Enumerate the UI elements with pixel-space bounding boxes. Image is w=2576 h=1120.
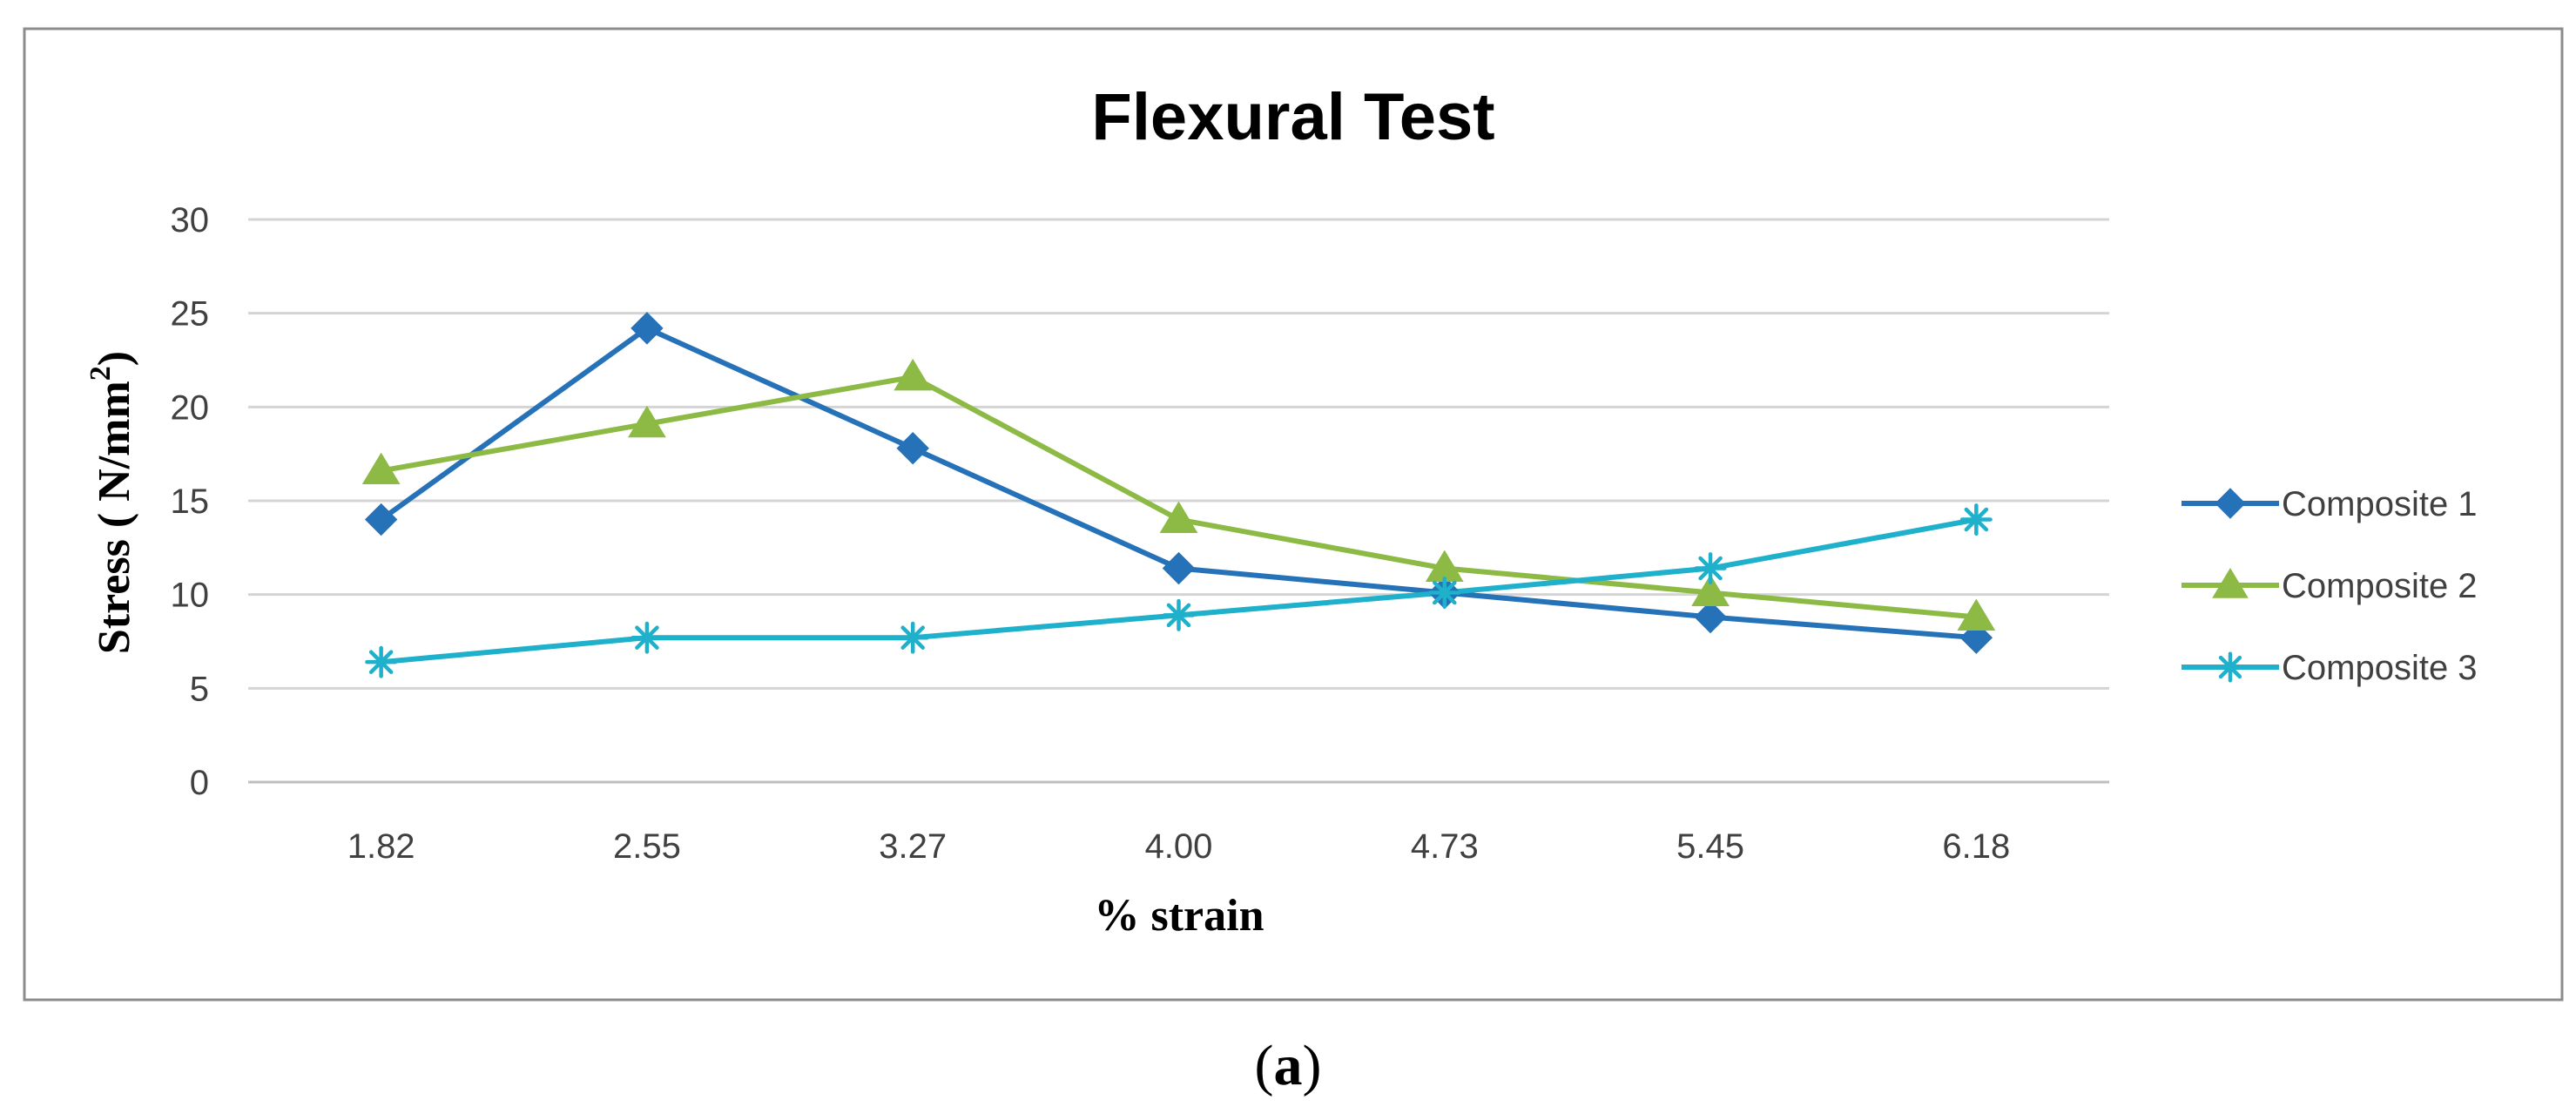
y-tick-label-5: 5 (190, 670, 209, 708)
x-tick-label-2.55: 2.55 (613, 827, 681, 866)
caption-close-paren: ) (1303, 1034, 1322, 1097)
series-3-point-6 (1694, 552, 1727, 584)
legend-series-1-marker (2215, 488, 2246, 519)
x-tick-label-5.45: 5.45 (1676, 827, 1744, 866)
y-axis-ticks: 0 5 10 15 20 25 30 (171, 201, 210, 802)
series-2-point-7 (1957, 598, 1996, 631)
x-axis-label: % strain (1095, 891, 1264, 941)
y-tick-label-15: 15 (171, 482, 210, 521)
x-axis-ticks: 1.82 2.55 3.27 4.00 4.73 5.45 6.18 (347, 827, 2011, 866)
series-2-point-2 (628, 405, 666, 438)
y-tick-label-20: 20 (171, 388, 210, 427)
series-markers (361, 312, 1996, 678)
series-3-point-4-stroke-3 (1166, 603, 1191, 628)
legend-series-1: Composite 1 (2182, 485, 2478, 523)
caption-letter: a (1274, 1034, 1303, 1097)
series-1-point-3 (896, 431, 929, 465)
legend-series-3-label: Composite 3 (2282, 649, 2478, 687)
series-3-point-2 (631, 621, 664, 654)
y-tick-label-25: 25 (171, 295, 210, 334)
legend-series-2-label: Composite 2 (2282, 567, 2478, 605)
series-3-point-2-stroke-3 (635, 625, 659, 650)
series-3-point-6-stroke-3 (1698, 556, 1723, 581)
chart-frame (23, 27, 2564, 1002)
y-tick-label-30: 30 (171, 201, 210, 240)
legend: Composite 1 Composite 2 Composite 3 (2182, 485, 2478, 687)
series-3-point-7-stroke-3 (1964, 507, 1989, 532)
legend-series-3-marker-stroke-3 (2218, 655, 2242, 679)
legend-series-1-label: Composite 1 (2282, 485, 2478, 523)
y-tick-label-10: 10 (171, 577, 210, 615)
series-3-point-1 (365, 645, 398, 678)
y-axis-label-superscript: 2 (84, 366, 117, 381)
x-tick-label-4.73: 4.73 (1411, 827, 1479, 866)
series-3-point-7 (1959, 503, 1993, 536)
y-axis-label-suffix: ) (90, 351, 139, 366)
legend-series-2-marker (2212, 568, 2249, 598)
series-1-point-1 (364, 503, 398, 536)
x-tick-label-6.18: 6.18 (1942, 827, 2010, 866)
legend-series-3-marker (2215, 651, 2246, 683)
legend-series-2: Composite 2 (2182, 567, 2478, 605)
x-tick-label-1.82: 1.82 (347, 827, 415, 866)
series-2-point-3 (894, 358, 933, 391)
series-1-point-2 (631, 312, 664, 345)
y-axis-label: Stress ( N/mm2) (84, 351, 139, 654)
y-axis-label-main: Stress ( N/mm (90, 381, 139, 654)
caption-open-paren: ( (1255, 1034, 1274, 1097)
series-3-point-5 (1428, 577, 1461, 609)
series-3-point-3 (896, 621, 929, 654)
series-3-point-4 (1163, 598, 1195, 631)
series-2-point-4 (1159, 501, 1198, 534)
y-tick-label-0: 0 (190, 764, 209, 802)
x-tick-label-3.27: 3.27 (879, 827, 947, 866)
legend-series-3: Composite 3 (2182, 649, 2478, 687)
x-tick-label-4.00: 4.00 (1145, 827, 1213, 866)
series-1-point-6 (1694, 600, 1727, 634)
chart-title: Flexural Test (1091, 80, 1494, 154)
figure-caption: (a) (1255, 1034, 1322, 1097)
series-3-point-3-stroke-3 (900, 625, 925, 650)
series-2-point-6 (1691, 574, 1730, 607)
series-3-point-5-stroke-3 (1433, 580, 1457, 605)
gridlines (248, 218, 2109, 784)
series-3-point-1-stroke-3 (368, 650, 394, 674)
series-2-point-1 (361, 452, 401, 485)
series-1-point-4 (1162, 551, 1196, 585)
